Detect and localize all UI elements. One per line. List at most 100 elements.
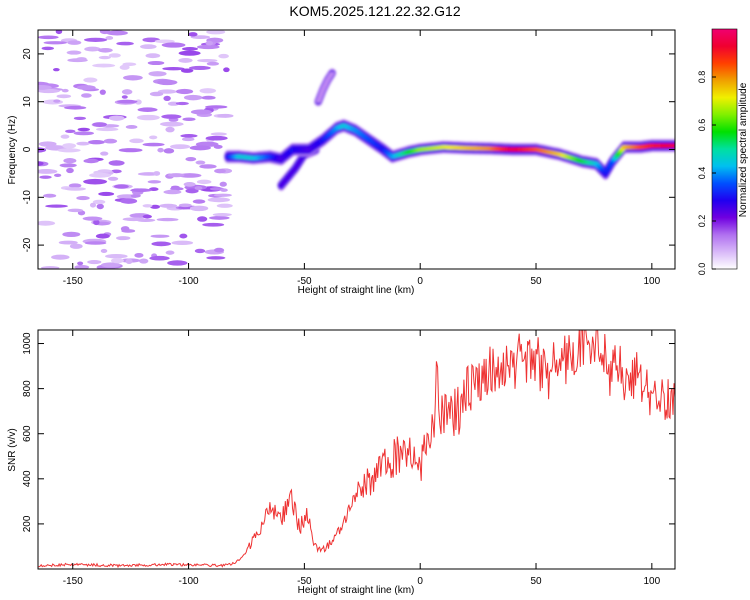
noise-blob <box>39 175 52 179</box>
noise-blob <box>97 47 113 53</box>
noise-blob <box>137 107 158 112</box>
y-tick-label: 200 <box>22 515 33 532</box>
noise-blob <box>163 95 171 101</box>
noise-blob <box>76 85 96 91</box>
noise-blob <box>38 84 52 90</box>
noise-blob <box>149 255 170 261</box>
x-tick-label: 0 <box>417 576 423 587</box>
noise-blob <box>105 35 114 40</box>
chart-title: KOM5.2025.121.22.32.G12 <box>289 3 460 19</box>
noise-blob <box>67 40 82 45</box>
noise-blob <box>60 134 70 139</box>
y-tick-label: 1000 <box>22 332 33 355</box>
noise-blob <box>74 264 90 269</box>
noise-blob <box>119 64 130 70</box>
noise-blob <box>213 247 225 253</box>
noise-blob <box>84 241 107 245</box>
noise-blob <box>84 46 101 52</box>
noise-blob <box>51 254 70 260</box>
noise-blob <box>92 199 106 205</box>
noise-blob <box>188 65 211 71</box>
noise-blob <box>68 183 82 188</box>
noise-blobs <box>38 30 234 269</box>
snr-y-label: SNR (v/v) <box>7 428 18 471</box>
noise-blob <box>161 42 186 48</box>
noise-blob <box>140 44 157 50</box>
noise-blob <box>156 217 179 222</box>
noise-blob <box>205 105 228 109</box>
colorbar-tick-label: 0.4 <box>697 167 707 180</box>
noise-blob <box>42 99 63 105</box>
noise-blob <box>199 164 217 169</box>
x-tick-label: -100 <box>179 276 199 287</box>
noise-blob <box>165 250 175 255</box>
noise-blob <box>98 191 115 197</box>
noise-blob <box>45 204 68 208</box>
noise-blob <box>107 176 119 181</box>
noise-blob <box>76 195 90 201</box>
noise-blob <box>175 88 194 95</box>
noise-blob <box>216 203 233 208</box>
x-tick-label: 100 <box>643 276 660 287</box>
noise-blob <box>142 142 165 147</box>
noise-blob <box>54 173 62 177</box>
noise-blob <box>106 30 128 36</box>
colorbar-label: Normalized spectral amplitude <box>738 82 749 217</box>
noise-blob <box>59 163 77 168</box>
noise-blob <box>147 180 162 184</box>
colorbar-gradient <box>712 29 737 269</box>
noise-blob <box>171 240 194 245</box>
noise-blob <box>212 213 232 217</box>
noise-blob <box>100 248 108 254</box>
spectrogram-y-ticks: -20 -10 0 10 20 <box>22 48 675 252</box>
noise-blob <box>38 35 59 40</box>
noise-blob <box>43 193 57 198</box>
noise-blob <box>76 141 90 146</box>
noise-blob <box>76 57 87 61</box>
noise-blob <box>125 258 133 265</box>
noise-blob <box>99 89 106 95</box>
noise-blob <box>151 241 172 247</box>
noise-blob <box>82 216 103 221</box>
noise-blob <box>87 139 105 145</box>
noise-blob <box>162 66 185 71</box>
noise-blob <box>219 181 227 187</box>
x-tick-label: -100 <box>179 576 199 587</box>
ridge-core <box>329 71 336 75</box>
noise-blob <box>108 115 125 121</box>
noise-blob <box>134 99 142 105</box>
noise-blob <box>199 88 217 94</box>
noise-blob <box>105 254 128 259</box>
snr-series-line <box>38 330 675 569</box>
noise-blob <box>103 138 118 144</box>
noise-blob <box>92 63 116 68</box>
noise-blob <box>58 240 78 245</box>
noise-blob <box>178 173 202 178</box>
noise-blob <box>64 187 86 191</box>
noise-blob <box>55 30 63 35</box>
x-tick-label: -150 <box>63 576 83 587</box>
noise-blob <box>188 32 198 37</box>
noise-blob <box>134 252 144 258</box>
noise-blob <box>53 99 61 103</box>
y-tick-label: 20 <box>22 48 33 60</box>
noise-blob <box>194 186 203 191</box>
noise-blob <box>67 208 84 213</box>
noise-blob <box>213 193 232 197</box>
noise-blob <box>99 30 111 35</box>
noise-blob <box>182 117 196 121</box>
noise-blob <box>167 173 185 178</box>
noise-blob <box>123 75 143 81</box>
x-tick-label: 0 <box>417 276 423 287</box>
noise-blob <box>180 134 198 138</box>
noise-blob <box>40 266 60 269</box>
noise-blob <box>157 147 164 153</box>
noise-blob <box>73 131 95 136</box>
y-tick-label: 400 <box>22 470 33 487</box>
noise-blob <box>83 178 108 185</box>
noise-blob <box>149 135 158 140</box>
noise-blob <box>64 105 87 110</box>
noise-blob <box>145 53 161 59</box>
